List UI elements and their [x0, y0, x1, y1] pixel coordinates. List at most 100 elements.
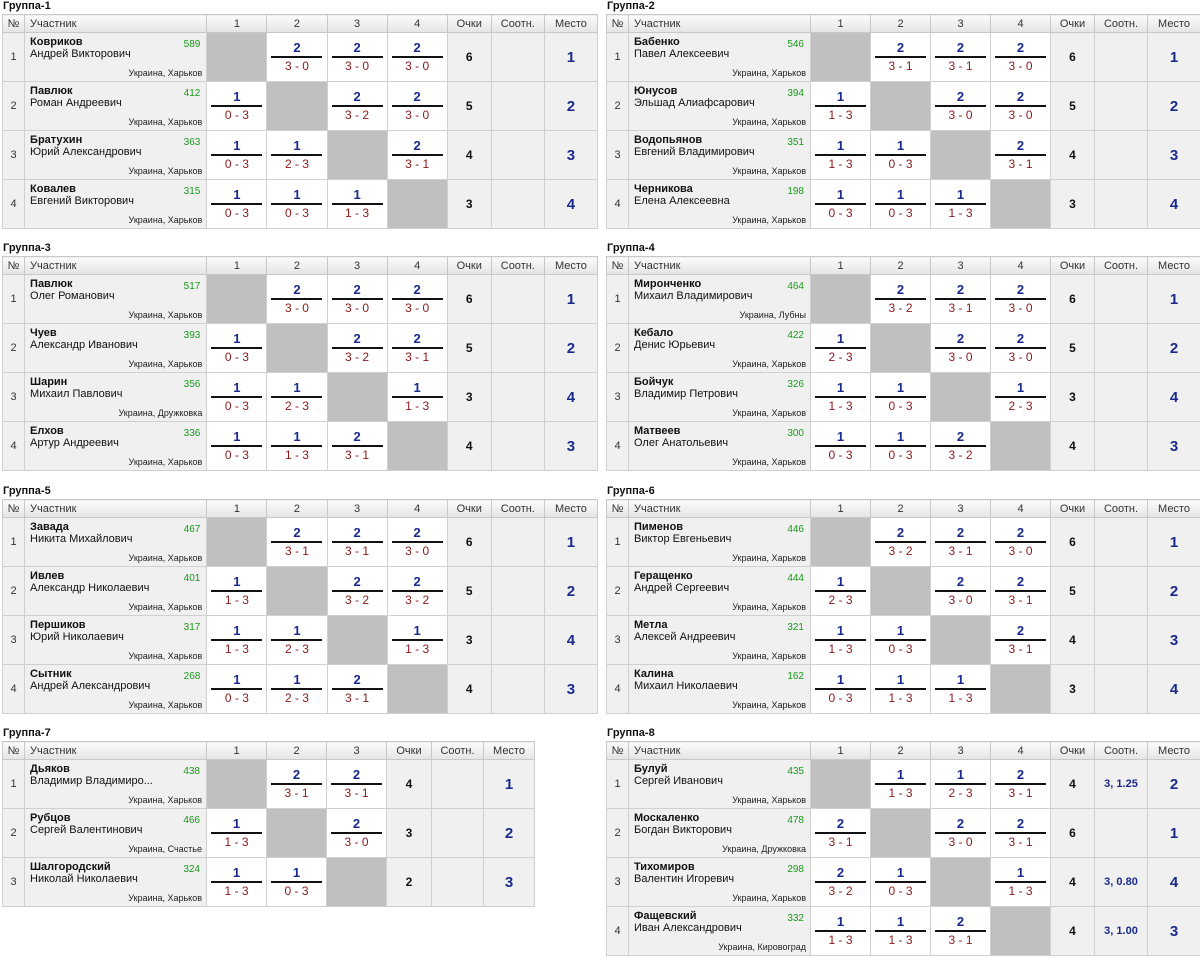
- player-last-name[interactable]: Фащевский: [634, 910, 697, 922]
- player-last-name[interactable]: Водопьянов: [634, 134, 703, 146]
- player-cell[interactable]: Шарин Михаил Павлович 356 Украина, Дружковк…: [24, 372, 208, 422]
- player-last-name[interactable]: Бойчук: [634, 376, 674, 388]
- player-last-name[interactable]: Чуев: [30, 327, 57, 339]
- player-cell[interactable]: Братухин Юрий Александрович 363 Украина, Ха…: [24, 130, 208, 180]
- player-last-name[interactable]: Булуй: [634, 763, 668, 775]
- player-last-name[interactable]: Метла: [634, 619, 668, 631]
- player-cell[interactable]: Метла Алексей Андреевич 321 Украина, Харько…: [628, 615, 811, 665]
- player-cell[interactable]: Москаленко Богдан Викторович 478 Украина, Д…: [628, 808, 811, 858]
- player-cell[interactable]: Калина Михаил Николаевич 162 Украина, Харьк…: [628, 664, 811, 714]
- player-last-name[interactable]: Ковалев: [30, 183, 76, 195]
- player-last-name[interactable]: Сытник: [30, 668, 72, 680]
- player-cell[interactable]: Миронченко Михаил Владимирович 464 Украина,…: [628, 274, 811, 324]
- player-last-name[interactable]: Миронченко: [634, 278, 702, 290]
- player-cell[interactable]: Кебало Денис Юрьевич 422 Украина, Харьков: [628, 323, 811, 373]
- player-cell[interactable]: Павлюк Роман Андреевич 412 Украина, Харьков: [24, 81, 208, 131]
- player-cell[interactable]: Ивлев Александр Николаевич 401 Украина, Хар…: [24, 566, 208, 616]
- player-cell[interactable]: Матвеев Олег Анатольевич 300 Украина, Харьк…: [628, 421, 811, 471]
- player-last-name[interactable]: Бабенко: [634, 36, 680, 48]
- player-last-name[interactable]: Пименов: [634, 521, 684, 533]
- player-last-name[interactable]: Геращенко: [634, 570, 693, 582]
- player-cell[interactable]: Геращенко Андрей Сергеевич 444 Украина, Хар…: [628, 566, 811, 616]
- player-cell[interactable]: Чуев Александр Иванович 393 Украина, Харько…: [24, 323, 208, 373]
- player-last-name[interactable]: Юнусов: [634, 85, 678, 97]
- player-last-name[interactable]: Матвеев: [634, 425, 681, 437]
- player-last-name[interactable]: Кебало: [634, 327, 674, 339]
- player-last-name[interactable]: Павлюк: [30, 85, 73, 97]
- player-cell[interactable]: Сытник Андрей Александрович 268 Украина, Ха…: [24, 664, 208, 714]
- player-cell[interactable]: Юнусов Эльшад Алиафсарович 394 Украина, Хар…: [628, 81, 811, 131]
- player-cell[interactable]: Елхов Артур Андреевич 336 Украина, Харьков: [24, 421, 208, 471]
- player-cell[interactable]: Бойчук Владимир Петрович 326 Украина, Харьк…: [628, 372, 811, 422]
- player-cell[interactable]: Фащевский Иван Александрович 332 Украина, К…: [628, 906, 811, 956]
- player-cell[interactable]: Шалгородский Николай Николаевич 324 Украина…: [24, 857, 207, 907]
- player-last-name[interactable]: Москаленко: [634, 812, 700, 824]
- player-cell[interactable]: Пименов Виктор Евгеньевич 446 Украина, Харь…: [628, 517, 811, 567]
- player-last-name[interactable]: Першиков: [30, 619, 86, 631]
- player-last-name[interactable]: Дьяков: [30, 763, 70, 775]
- player-cell[interactable]: Першиков Юрий Николаевич 317 Украина, Харьк…: [24, 615, 208, 665]
- player-cell[interactable]: Рубцов Сергей Валентинович 466 Украина, Сча…: [24, 808, 207, 858]
- player-cell[interactable]: Ковалев Евгений Викторович 315 Украина, Хар…: [24, 179, 208, 229]
